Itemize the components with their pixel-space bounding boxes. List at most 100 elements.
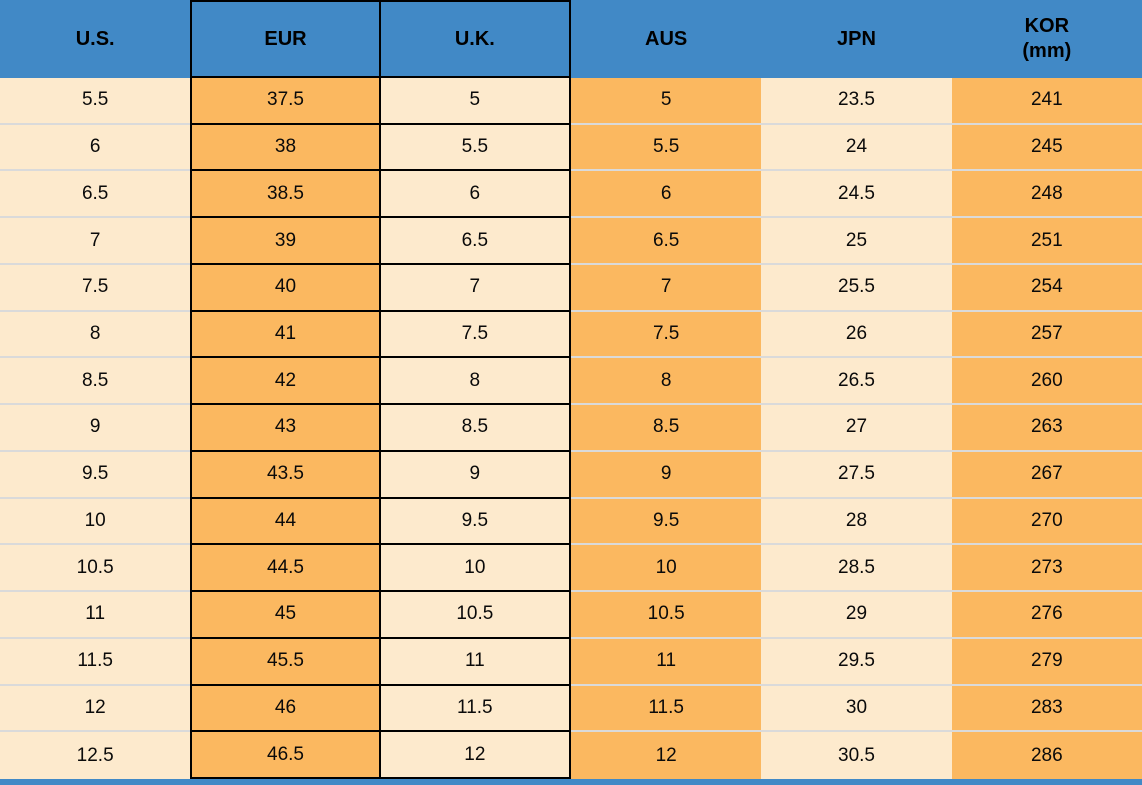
column-header-eur: EUR	[190, 0, 381, 78]
table-cell: 11.5	[0, 638, 191, 686]
table-cell: 27	[761, 405, 952, 452]
table-cell: 6	[570, 171, 762, 219]
table-cell: 5	[570, 78, 762, 125]
table-cell: 39	[190, 218, 381, 265]
table-cell: 11	[0, 592, 191, 639]
table-cell: 12	[570, 732, 762, 779]
table-cell: 28.5	[761, 545, 952, 593]
column-header-jpn: JPN	[761, 0, 952, 78]
table-cell: 8	[570, 358, 762, 406]
table-cell: 46	[190, 685, 381, 733]
table-cell: 11.5	[380, 685, 571, 733]
column-header-kor-mm: KOR (mm)	[951, 0, 1142, 78]
table-cell: 283	[951, 685, 1142, 733]
table-cell: 41	[190, 311, 381, 359]
table-cell: 38.5	[190, 171, 381, 219]
table-cell: 8.5	[570, 405, 762, 452]
table-cell: 5.5	[570, 124, 762, 172]
table-cell: 7.5	[570, 311, 762, 359]
table-cell: 7.5	[380, 311, 571, 359]
table-cell: 8.5	[0, 358, 191, 406]
table-cell: 26	[761, 311, 952, 359]
table-cell: 10.5	[0, 545, 191, 593]
table-cell: 44.5	[190, 545, 381, 593]
table-cell: 25.5	[761, 264, 952, 312]
table-cell: 43	[190, 405, 381, 452]
table-cell: 276	[951, 592, 1142, 639]
table-cell: 8	[0, 311, 191, 359]
table-cell: 11	[570, 638, 762, 686]
table-cell: 7	[380, 264, 571, 312]
table-cell: 38	[190, 124, 381, 172]
table-cell: 11	[380, 638, 571, 686]
table-cell: 273	[951, 545, 1142, 593]
table-cell: 248	[951, 171, 1142, 219]
column-header-label: U.S.	[75, 27, 115, 50]
table-cell: 245	[951, 124, 1142, 172]
table-cell: 257	[951, 311, 1142, 359]
table-cell: 23.5	[761, 78, 952, 125]
table-cell: 9.5	[380, 498, 571, 546]
table-cell: 26.5	[761, 358, 952, 406]
table-cell: 45.5	[190, 638, 381, 686]
table-cell: 45	[190, 592, 381, 639]
column-header-label: U.K.	[454, 27, 495, 50]
column-header-label: JPN	[837, 27, 876, 50]
table-cell: 6.5	[570, 218, 762, 265]
table-cell: 46.5	[190, 732, 381, 779]
table-cell: 5.5	[380, 124, 571, 172]
table-cell: 6.5	[0, 171, 191, 219]
table-cell: 10	[380, 545, 571, 593]
table-cell: 263	[951, 405, 1142, 452]
table-cell: 267	[951, 451, 1142, 499]
table-cell: 24.5	[761, 171, 952, 219]
table-cell: 251	[951, 218, 1142, 265]
table-cell: 7	[570, 264, 762, 312]
table-cell: 9	[570, 451, 762, 499]
column-header-label: AUS	[645, 27, 688, 50]
table-cell: 24	[761, 124, 952, 172]
table-cell: 6.5	[380, 218, 571, 265]
table-cell: 44	[190, 498, 381, 546]
table-cell: 10	[0, 498, 191, 546]
table-cell: 27.5	[761, 451, 952, 499]
table-cell: 11.5	[570, 685, 762, 733]
table-cell: 30	[761, 685, 952, 733]
table-cell: 260	[951, 358, 1142, 406]
table-cell: 254	[951, 264, 1142, 312]
table-cell: 241	[951, 78, 1142, 125]
bottom-accent-bar	[0, 779, 1142, 785]
table-cell: 8	[380, 358, 571, 406]
table-cell: 29	[761, 592, 952, 639]
table-cell: 6	[380, 171, 571, 219]
table-cell: 12	[380, 732, 571, 779]
table-cell: 10.5	[570, 592, 762, 639]
table-cell: 7.5	[0, 264, 191, 312]
column-header-label: EUR	[264, 27, 307, 50]
table-cell: 8.5	[380, 405, 571, 452]
table-cell: 5	[380, 78, 571, 125]
table-cell: 10	[570, 545, 762, 593]
table-cell: 5.5	[0, 78, 191, 125]
table-cell: 270	[951, 498, 1142, 546]
column-header-sublabel: (mm)	[1022, 40, 1072, 62]
table-cell: 286	[951, 732, 1142, 779]
table-cell: 43.5	[190, 451, 381, 499]
table-cell: 9	[380, 451, 571, 499]
table-cell: 7	[0, 218, 191, 265]
table-cell: 25	[761, 218, 952, 265]
column-header-uk: U.K.	[380, 0, 571, 78]
table-cell: 29.5	[761, 638, 952, 686]
table-cell: 12.5	[0, 732, 191, 779]
table-cell: 42	[190, 358, 381, 406]
column-header-label: KOR	[1024, 15, 1070, 37]
table-cell: 9.5	[570, 498, 762, 546]
column-header-us: U.S.	[0, 0, 191, 78]
column-header-aus: AUS	[570, 0, 762, 78]
table-cell: 30.5	[761, 732, 952, 779]
table-cell: 40	[190, 264, 381, 312]
table-cell: 37.5	[190, 78, 381, 125]
table-cell: 10.5	[380, 592, 571, 639]
table-cell: 28	[761, 498, 952, 546]
table-cell: 9.5	[0, 451, 191, 499]
